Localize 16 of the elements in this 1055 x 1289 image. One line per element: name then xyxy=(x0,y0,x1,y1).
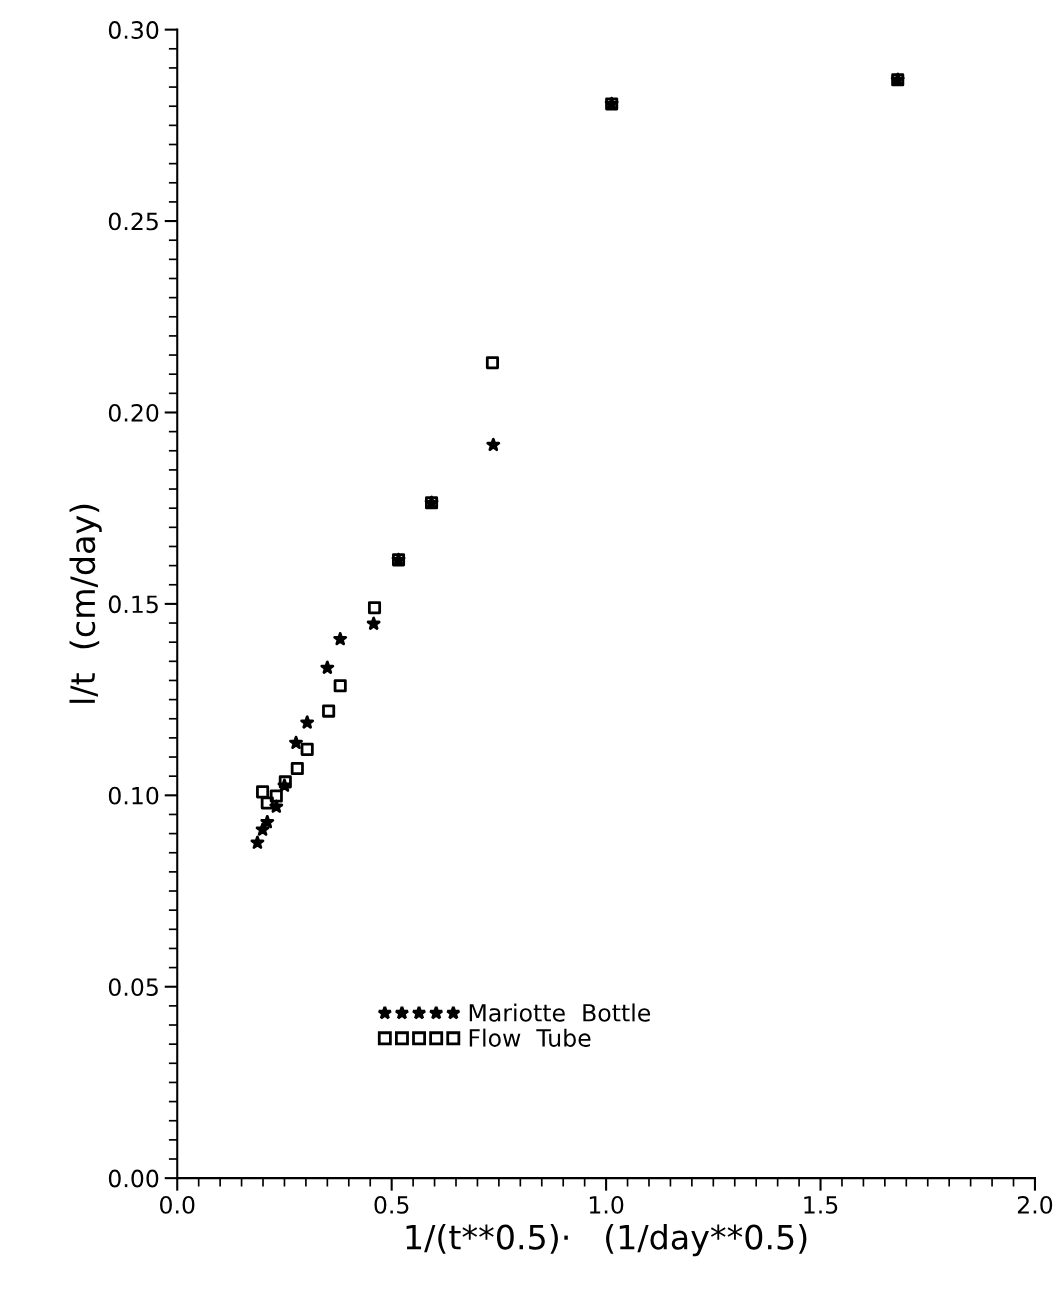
y-tick-label: 0.05 xyxy=(108,978,158,997)
y-tick-label: 0.20 xyxy=(108,403,159,422)
legend-label: Mariotte Bottle xyxy=(469,1003,651,1022)
y-tick-label: 0.15 xyxy=(108,595,158,614)
x-tick-label: 0.0 xyxy=(160,1195,195,1214)
y-tick-label: 0.25 xyxy=(108,212,158,231)
y-tick-label: 0.00 xyxy=(108,1169,159,1188)
y-axis-title: l/t (cm/day) xyxy=(69,504,102,703)
x-tick-label: 1.5 xyxy=(804,1196,838,1214)
x-tick-label: 1.0 xyxy=(589,1195,624,1214)
x-tick-label: 0.5 xyxy=(374,1195,409,1214)
y-tick-label: 0.30 xyxy=(108,21,159,39)
legend-label: Flow Tube xyxy=(469,1028,591,1047)
y-tick-label: 0.10 xyxy=(108,786,159,805)
x-tick-label: 2.0 xyxy=(1017,1195,1053,1214)
x-axis-title: 1/(t**0.5)· (1/day**0.5) xyxy=(406,1223,807,1257)
